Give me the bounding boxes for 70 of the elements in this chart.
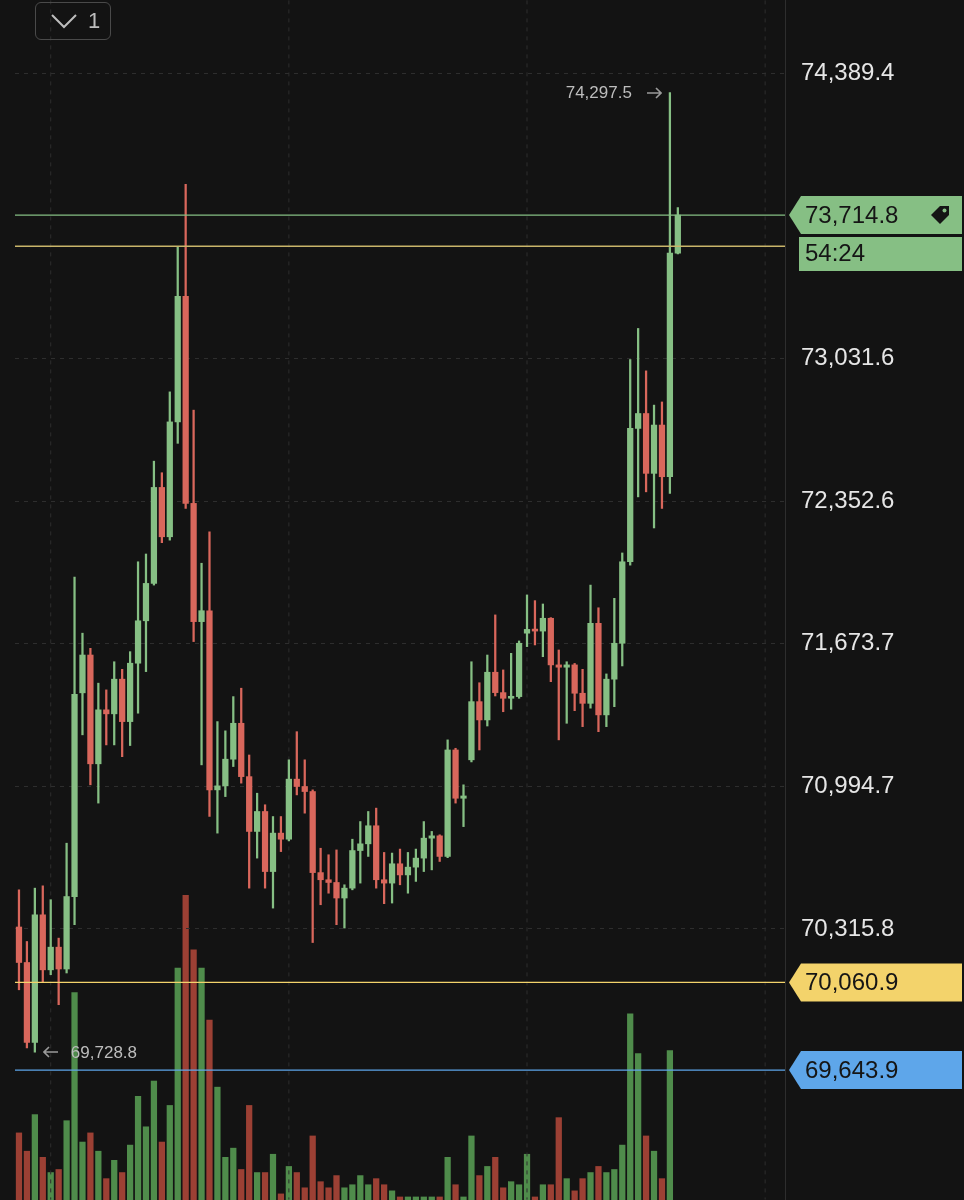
- bar: [627, 1013, 634, 1200]
- annotation: 74,297.5: [565, 83, 632, 103]
- bar: [277, 1193, 285, 1200]
- bar: [635, 1053, 642, 1200]
- bar: [206, 1019, 213, 1200]
- bar: [166, 1105, 173, 1200]
- bar: [198, 967, 205, 1200]
- bar: [619, 1144, 626, 1200]
- y-tick-label: 74,389.4: [801, 58, 895, 86]
- bar: [444, 1156, 451, 1200]
- candlestick: [214, 721, 221, 834]
- bar: [484, 1166, 491, 1200]
- bar: [142, 1126, 150, 1200]
- bar: [380, 1184, 388, 1200]
- bar: [23, 1150, 31, 1200]
- bar: [174, 967, 181, 1200]
- bar: [595, 1166, 602, 1200]
- bar: [111, 1160, 118, 1200]
- y-tick-label: 71,673.7: [801, 628, 895, 656]
- bar: [555, 1117, 562, 1200]
- bar: [95, 1150, 102, 1200]
- bar: [500, 1187, 507, 1200]
- y-tick-label: 70,315.8: [801, 913, 895, 941]
- bar: [650, 1150, 658, 1200]
- bar: [87, 1132, 94, 1200]
- bar: [563, 1178, 570, 1200]
- candlestick: [341, 884, 348, 929]
- bar: [119, 1172, 126, 1200]
- bar: [15, 1132, 23, 1200]
- bar: [158, 1141, 165, 1200]
- bar: [365, 1184, 372, 1200]
- bar: [261, 1172, 269, 1200]
- bar: [238, 1169, 245, 1200]
- bar: [658, 1178, 666, 1200]
- bar: [126, 1144, 134, 1200]
- bar: [269, 1153, 277, 1200]
- y-tick-label: 73,031.6: [801, 343, 895, 371]
- bar: [31, 1114, 38, 1200]
- bar: [666, 1050, 674, 1200]
- y-tick-label: 72,352.6: [801, 485, 895, 513]
- bar: [55, 1169, 62, 1200]
- y-tick-label: 70,994.7: [801, 770, 895, 798]
- bar: [293, 1172, 300, 1200]
- candlestick: [476, 682, 483, 751]
- bar: [587, 1172, 594, 1200]
- bar: [301, 1187, 308, 1200]
- ref-line-label: 69,643.9: [805, 1055, 899, 1083]
- bar: [452, 1184, 459, 1200]
- bar: [103, 1178, 110, 1200]
- ref-line-label: 70,060.9: [805, 968, 899, 996]
- bar: [476, 1175, 483, 1200]
- bar: [373, 1178, 380, 1200]
- bar: [246, 1105, 253, 1200]
- bar: [134, 1095, 142, 1200]
- ref-line-label: 73,714.8: [805, 200, 899, 228]
- candlestick: [460, 784, 467, 827]
- bar: [230, 1147, 237, 1200]
- bar: [492, 1156, 499, 1200]
- bar: [642, 1135, 650, 1200]
- bar: [508, 1181, 515, 1200]
- bar: [515, 1184, 523, 1200]
- bar: [388, 1190, 396, 1200]
- annotation: 1: [88, 8, 101, 34]
- bar: [547, 1184, 554, 1200]
- bar: [150, 1080, 158, 1200]
- bar: [539, 1184, 547, 1200]
- text: 54:24: [805, 238, 866, 266]
- candlestick: [198, 562, 205, 766]
- bar: [253, 1172, 261, 1200]
- bar: [39, 1156, 46, 1200]
